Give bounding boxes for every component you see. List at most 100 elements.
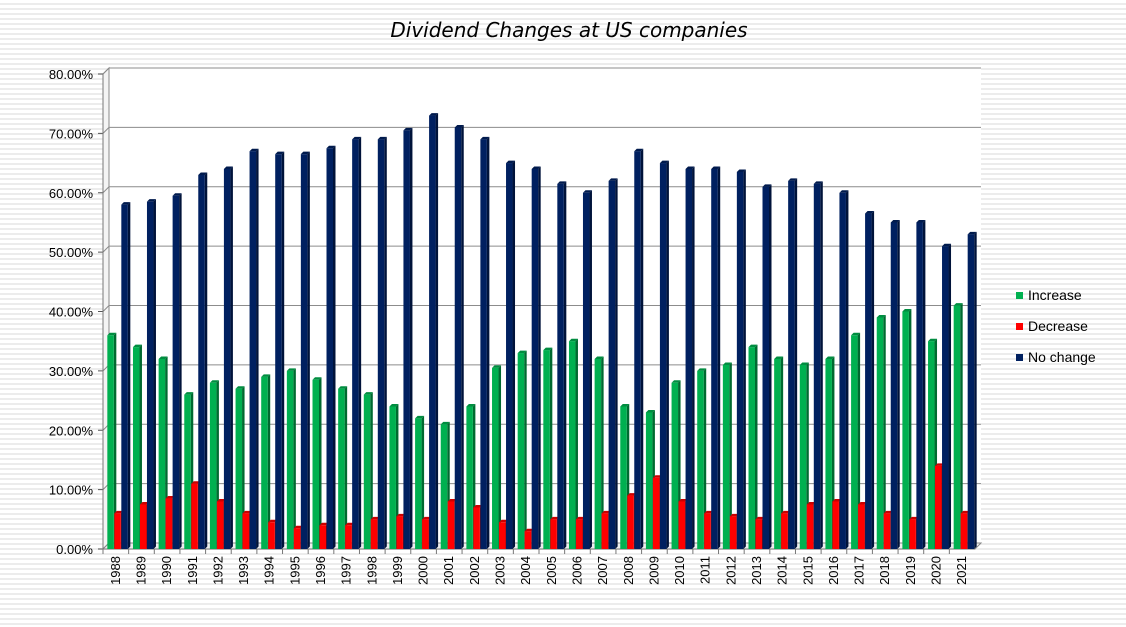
- bar-top: [645, 409, 655, 413]
- bar-top: [865, 211, 875, 214]
- bar-side: [703, 368, 707, 549]
- bar-side: [897, 219, 900, 549]
- bar-top: [729, 513, 739, 517]
- bar-side: [256, 148, 259, 549]
- bar-top: [788, 178, 798, 181]
- bar-face: [568, 341, 576, 549]
- bar-face: [440, 424, 448, 549]
- bar-face: [223, 169, 231, 549]
- bar-face: [121, 204, 128, 549]
- bar-face: [249, 151, 257, 549]
- bar-top: [909, 516, 919, 520]
- y-tick-label: 80.00%: [49, 67, 94, 82]
- bar-top: [146, 199, 156, 202]
- bar-increase-2011: [697, 368, 707, 549]
- bar-face: [198, 174, 205, 549]
- bar-face: [865, 213, 872, 549]
- bar-no-change-2014: [788, 178, 798, 549]
- bar-no-change-2012: [736, 169, 746, 549]
- x-tick-label: 1998: [364, 556, 379, 585]
- bar-face: [813, 183, 821, 549]
- bar-side: [806, 362, 809, 549]
- bar-top: [338, 386, 348, 389]
- bar-top: [711, 166, 721, 169]
- bar-side: [307, 151, 310, 549]
- bar-top: [832, 499, 842, 502]
- bar-top: [480, 136, 490, 140]
- bar-top: [235, 386, 245, 389]
- bar-top: [275, 151, 285, 155]
- bar-face: [473, 507, 480, 549]
- bar-side: [883, 314, 886, 549]
- bar-side: [615, 178, 618, 549]
- bar-no-change-2002: [480, 136, 490, 549]
- bar-side: [395, 404, 399, 549]
- bar-face: [620, 406, 627, 549]
- bar-face: [634, 151, 641, 549]
- bar-face: [261, 376, 268, 549]
- bar-face: [935, 465, 942, 549]
- bar-face: [447, 501, 455, 549]
- bar-face: [429, 115, 436, 549]
- bar-face: [275, 154, 282, 549]
- bar-face: [172, 195, 180, 549]
- bar-top: [659, 160, 669, 164]
- bars: [107, 113, 977, 549]
- bar-no-change-2015: [813, 181, 823, 549]
- bar-face: [396, 516, 403, 549]
- bar-no-change-1994: [275, 151, 285, 549]
- bar-top: [158, 356, 168, 359]
- bar-face: [300, 154, 308, 549]
- bar-increase-2018: [876, 314, 886, 549]
- bar-face: [146, 201, 154, 549]
- bar-face: [781, 513, 788, 549]
- bar-face: [762, 186, 769, 549]
- bar-top: [396, 513, 406, 517]
- y-tick-label: 40.00%: [49, 305, 94, 320]
- bar-top: [312, 377, 322, 380]
- bar-no-change-2007: [608, 178, 618, 549]
- y-tick-labels: 0.00% 10.00% 20.00% 30.00% 40.00% 50.00% 60.00…: [49, 67, 94, 557]
- bar-face: [235, 388, 243, 549]
- bar-face: [132, 347, 140, 549]
- y-tick-label: 0.00%: [56, 542, 93, 557]
- bar-increase-1988: [107, 332, 117, 549]
- bar-face: [517, 353, 525, 549]
- bar-increase-1994: [261, 374, 271, 549]
- gridlines: [101, 66, 983, 551]
- bar-top: [191, 481, 201, 484]
- bar-side: [769, 184, 772, 549]
- bar-top: [492, 365, 502, 368]
- bar-face: [722, 364, 730, 549]
- bar-side: [435, 113, 439, 549]
- bar-face: [839, 192, 846, 549]
- bar-top: [685, 166, 695, 169]
- x-tick-labels: 1988 1989 1990 1991 1992 1993 1994 1995 1996 1997…: [108, 556, 969, 585]
- bar-face: [671, 382, 679, 549]
- bar-top: [748, 344, 758, 348]
- bar-face: [338, 388, 345, 549]
- x-tick-label: 2010: [672, 556, 687, 585]
- bar-face: [377, 139, 385, 549]
- gridline: [102, 67, 981, 75]
- y-tick-label: 50.00%: [49, 245, 94, 260]
- bar-increase-2014: [774, 356, 784, 549]
- bar-top: [652, 475, 662, 478]
- bar-side: [743, 169, 746, 549]
- x-tick-label: 2009: [646, 556, 661, 585]
- bar-no-change-2010: [685, 166, 695, 549]
- bar-face: [876, 317, 884, 549]
- gridline: [102, 126, 981, 134]
- bar-top: [594, 356, 604, 359]
- bar-side: [319, 377, 322, 549]
- x-tick-label: 2019: [903, 556, 918, 585]
- bar-top: [781, 510, 791, 514]
- bar-increase-2000: [415, 415, 425, 549]
- bar-top: [620, 404, 630, 407]
- bar-top: [293, 525, 303, 529]
- bar-top: [839, 190, 849, 193]
- bar-top: [697, 368, 707, 371]
- bar-top: [550, 516, 560, 520]
- bar-face: [454, 127, 462, 549]
- bar-no-change-2018: [890, 219, 900, 549]
